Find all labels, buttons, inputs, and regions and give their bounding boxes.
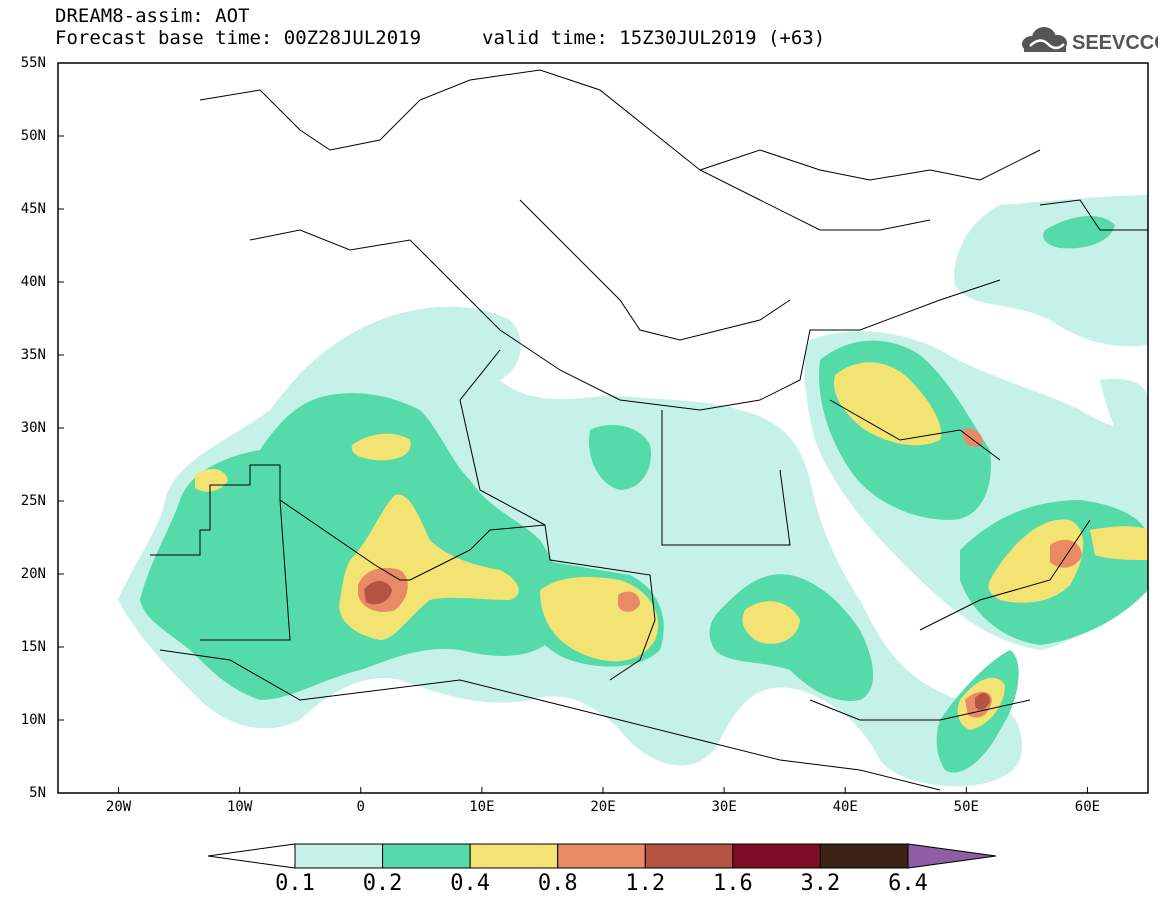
lon-tick-label: 0 (356, 799, 365, 815)
colorbar-label: 0.2 (362, 871, 403, 896)
lat-tick-label: 10N (20, 712, 46, 728)
lat-tick-label: 20N (20, 566, 46, 582)
chart-title: DREAM8-assim: AOT (55, 5, 250, 27)
lat-tick-label: 40N (20, 274, 46, 290)
cloud-icon (1022, 27, 1067, 52)
lat-tick-label: 45N (20, 201, 46, 217)
lat-tick-label: 55N (20, 55, 46, 71)
valid-time: valid time: 15Z30JUL2019 (+63) (482, 27, 826, 49)
lat-tick-label: 25N (20, 493, 46, 509)
lon-tick-label: 40E (832, 799, 858, 815)
lon-tick-label: 10E (469, 799, 495, 815)
logo-text: SEEVCCC (1072, 32, 1158, 54)
colorbar-label: 0.8 (537, 871, 578, 896)
lat-tick-label: 15N (20, 639, 46, 655)
lat-tick-label: 35N (20, 347, 46, 363)
forecast-base-time: Forecast base time: 00Z28JUL2019 (55, 27, 422, 49)
lon-tick-label: 20W (105, 799, 132, 815)
axis-ticks (58, 62, 1088, 794)
lon-tick-label: 30E (711, 799, 737, 815)
colorbar-label: 3.2 (800, 871, 841, 896)
aot-field (58, 63, 1148, 793)
lat-tick-label: 50N (20, 128, 46, 144)
colorbar-label: 1.6 (712, 871, 753, 896)
colorbar-label: 6.4 (888, 871, 928, 896)
seevccc-logo: SEEVCCC (1022, 27, 1158, 54)
colorbar-label: 0.4 (450, 871, 491, 896)
lon-tick-label: 20E (590, 799, 616, 815)
lon-tick-label: 60E (1074, 799, 1101, 815)
country-borders (150, 69, 1148, 791)
lon-tick-label: 50E (953, 799, 979, 815)
aot-level-1.2 (364, 581, 990, 710)
lon-tick-label: 10W (227, 799, 253, 815)
colorbar-label: 1.2 (625, 871, 666, 896)
lat-tick-label: 5N (29, 785, 46, 801)
colorbar-label: 0.1 (275, 871, 315, 896)
lat-tick-label: 30N (20, 420, 46, 436)
